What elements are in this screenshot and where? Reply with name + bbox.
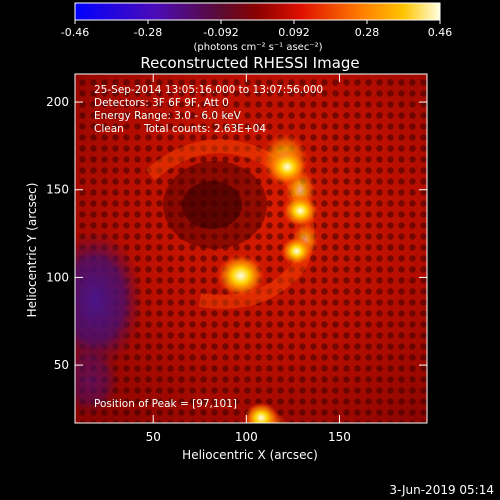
x-tick-label: 100 [235,430,258,444]
colorbar-tick-label: -0.092 [203,26,238,39]
annotation-energy: Energy Range: 3.0 - 6.0 keV [94,110,242,122]
colorbar-tick-label: 0.28 [355,26,380,39]
colorbar-tick-label: -0.46 [61,26,89,39]
y-axis-ticks: 50 100 150 200 [46,95,427,372]
emission-source [282,194,319,227]
annotation-time-range: 25-Sep-2014 13:05:16.000 to 13:07:56.000 [94,84,323,96]
source-markers [216,149,319,423]
y-axis-label: Heliocentric Y (arcsec) [25,183,39,318]
x-axis-label: Heliocentric X (arcsec) [182,448,318,462]
heatmap-image [75,74,427,423]
annotation-total-counts: Total counts: 2.63E+04 [143,123,266,135]
colorbar-tick-label: 0.092 [278,26,310,39]
y-tick-label: 50 [54,358,69,372]
y-tick-label: 100 [46,270,69,284]
footer-date: 3-Jun-2019 05:14 [389,483,494,497]
colorbar-tick-label: -0.28 [134,26,162,39]
colorbar-tick-label: 0.46 [428,26,453,39]
colorbar-units: (photons cm⁻² s⁻¹ asec⁻²) [193,42,322,53]
emission-source [267,149,307,185]
x-tick-label: 150 [328,430,351,444]
emission-source [244,402,279,423]
y-tick-label: 200 [46,95,69,109]
chart-title: Reconstructed RHESSI Image [140,54,359,72]
annotation-clean: Clean [94,123,124,135]
emission-source [216,253,266,298]
plot-frame [74,73,428,424]
annotation-peak: Position of Peak = [97,101] [94,398,237,410]
colorbar [74,2,441,21]
x-tick-label: 50 [146,430,161,444]
emission-source [280,236,313,266]
annotation-detectors: Detectors: 3F 6F 9F, Att 0 [94,97,229,109]
x-axis-ticks: 50 100 150 [146,74,351,444]
colorbar-ticks [74,20,441,24]
y-tick-label: 150 [46,183,69,197]
